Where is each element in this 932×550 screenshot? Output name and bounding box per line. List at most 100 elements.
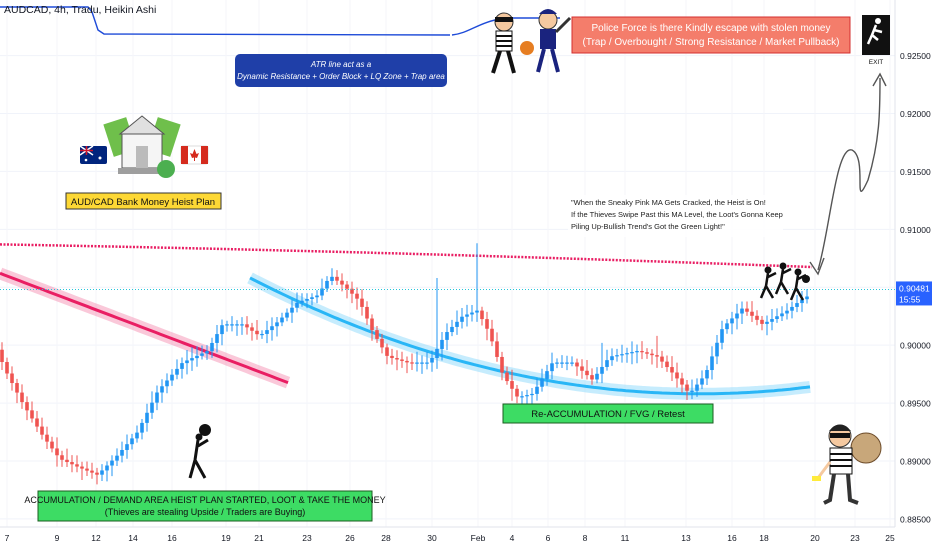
x-tick-label: 26: [345, 533, 355, 543]
candle-body: [750, 311, 754, 316]
candle-body: [510, 381, 514, 389]
exit-figure-head: [875, 18, 881, 24]
candle-body: [770, 319, 774, 322]
y-tick-label: 0.91000: [900, 225, 931, 235]
candle-body: [755, 315, 759, 320]
canada-flag-band-right: [201, 146, 208, 164]
pink-ma-line: [0, 243, 813, 269]
y-tick-label: 0.88500: [900, 514, 931, 524]
candle-body: [490, 328, 494, 342]
candle-body: [600, 366, 604, 374]
police-legs: [536, 48, 560, 73]
atr-line: [0, 6, 451, 36]
candle-body: [85, 468, 89, 471]
candle-body: [355, 293, 359, 299]
candle-body: [745, 308, 749, 312]
candle-body: [555, 362, 559, 364]
symbol-label[interactable]: AUDCAD, 4h, Tradu, Heikin Ashi: [4, 4, 157, 16]
candle-body: [480, 310, 484, 320]
candle-body: [260, 333, 264, 336]
candle-body: [575, 362, 579, 367]
candle-body: [115, 455, 119, 461]
y-tick-label: 0.89000: [900, 456, 931, 466]
candle-body: [160, 386, 164, 393]
x-tick-label: 16: [727, 533, 737, 543]
thief-silhouette-body: [774, 267, 792, 295]
candle-body: [415, 362, 419, 364]
candle-body: [560, 362, 564, 364]
accum-line1: ACCUMULATION / DEMAND AREA HEIST PLAN ST…: [24, 495, 385, 505]
candle-body: [440, 339, 444, 349]
candle-body: [370, 318, 374, 331]
candle-body: [335, 276, 339, 281]
candle-body: [105, 465, 109, 471]
australia-flag-icon: [79, 145, 107, 164]
canada-flag-leaf: [190, 149, 199, 161]
candle-body: [360, 298, 364, 307]
projection-arrowhead-low: [809, 257, 825, 276]
robber-mascot-icon: [812, 424, 882, 505]
quote-line3: Piling Up-Bullish Trend's Got the Green …: [571, 222, 725, 231]
candle-body: [545, 371, 549, 379]
candle-body: [380, 338, 384, 348]
candle-body: [615, 355, 619, 357]
x-tick-label: 14: [128, 533, 138, 543]
thief-silhouette-bag: [802, 275, 810, 283]
candle-body: [685, 384, 689, 391]
police-icon: [536, 9, 572, 73]
bank-base: [118, 168, 166, 174]
bank-money-icon: [103, 115, 181, 178]
candle-body: [515, 388, 519, 397]
thief-silhouette-head: [794, 268, 802, 276]
candle-body: [645, 352, 649, 354]
y-tick-label: 0.91500: [900, 167, 931, 177]
candle-body: [100, 470, 104, 475]
candle-body: [760, 319, 764, 324]
candle-body: [550, 363, 554, 372]
candle-body: [675, 372, 679, 379]
thief-bag-sack: [199, 424, 211, 436]
australia-flag-star: [98, 156, 102, 160]
candle-body: [410, 362, 414, 364]
annotations-layer: ATR line act as a Dynamic Resistance + Or…: [24, 9, 890, 522]
thief-bag-body: [188, 438, 209, 479]
mascot-money-sack: [850, 432, 882, 464]
candle-body: [720, 329, 724, 343]
candle-body: [580, 366, 584, 371]
candle-body: [155, 392, 159, 403]
candle-body: [800, 299, 804, 304]
candle-body: [10, 373, 14, 384]
x-tick-label: Feb: [471, 533, 486, 543]
candle-body: [635, 351, 639, 353]
candle-body: [435, 348, 439, 359]
candle-body: [785, 310, 789, 314]
candle-body: [220, 325, 224, 335]
candle-body: [330, 276, 334, 281]
thieves-group-icon: [759, 262, 810, 301]
moving-average-bands: [0, 243, 813, 400]
candle-body: [200, 353, 204, 356]
thief-with-bag-icon: [188, 424, 211, 479]
candle-body: [150, 402, 154, 413]
thief-mask: [495, 17, 513, 22]
y-tick-label: 0.89500: [900, 399, 931, 409]
candle-body: [470, 312, 474, 315]
police-note-box: [571, 16, 851, 54]
plan-title-box: [65, 192, 222, 210]
candle-body: [265, 330, 269, 334]
atr-note-line1: ATR line act as a: [310, 60, 372, 69]
candle-body: [565, 362, 569, 364]
thief-stripes: [496, 35, 512, 47]
candle-body: [790, 306, 794, 311]
candle-body: [535, 386, 539, 394]
candle-body: [365, 306, 369, 319]
mascot-arm: [816, 461, 832, 479]
candle-body: [90, 470, 94, 473]
police-body: [540, 29, 556, 49]
candle-body: [475, 310, 479, 313]
money-bag: [157, 160, 175, 178]
candle-body: [390, 355, 394, 359]
candle-body: [255, 330, 259, 335]
